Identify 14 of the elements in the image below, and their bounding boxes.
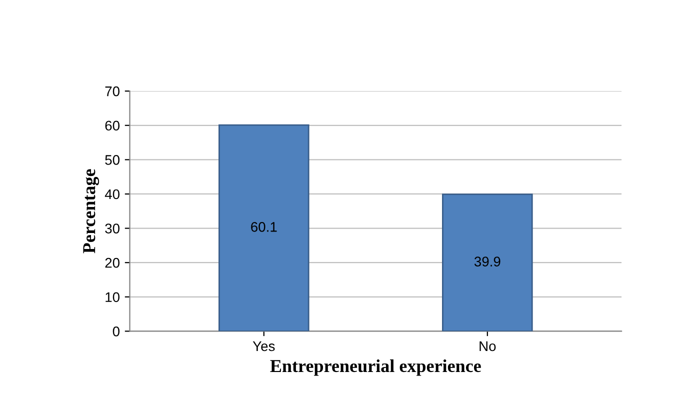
y-tick-label: 20 — [105, 258, 120, 268]
data-label: 60.1 — [251, 222, 277, 232]
x-tick-label: Yes — [252, 341, 275, 352]
y-tick-label: 30 — [105, 224, 120, 234]
y-tick-label: 50 — [105, 155, 120, 165]
data-label: 39.9 — [474, 256, 500, 266]
y-tick-label: 40 — [104, 189, 120, 200]
y-tick-label: 10 — [106, 292, 120, 302]
x-tick-label: No — [480, 341, 496, 352]
y-tick-label: 70 — [105, 86, 120, 96]
y-tick-label: 60 — [105, 120, 120, 131]
x-axis-title: Entrepreneurial experience — [270, 359, 481, 376]
y-axis-title: Percentage — [83, 169, 100, 254]
y-tick-label: 0 — [112, 326, 120, 336]
